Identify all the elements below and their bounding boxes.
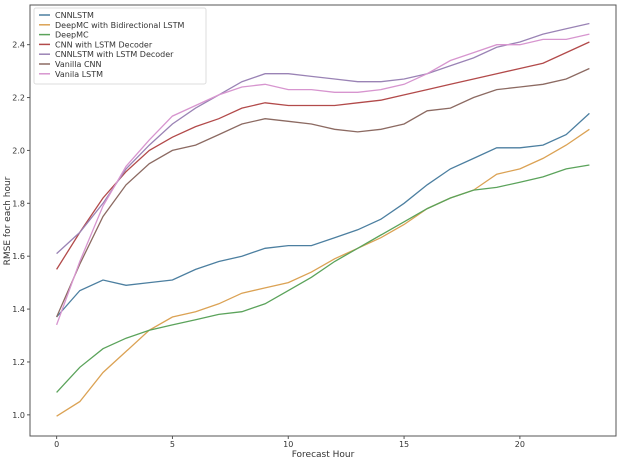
y-tick-label: 1.4 [12,305,25,314]
series-line-cnnlstm-with-lstm-decoder [56,22,590,255]
y-tick-label: 1.8 [12,199,25,208]
y-tick-label: 1.6 [12,252,25,261]
legend-label: Vanilla CNN [55,60,102,69]
series-line-cnnlstm [56,112,590,318]
series-line-vanila-lstm [55,33,590,326]
series-line-deepmc [56,164,590,393]
y-tick-label: 1.2 [12,358,25,367]
y-axis-label: RMSE for each hour [3,176,13,265]
y-tick-label: 2.2 [12,94,25,103]
legend-label: Vanila LSTM [55,70,103,79]
legend-label: DeepMC with Bidirectional LSTM [55,21,184,30]
legend-label: CNN with LSTM Decoder [55,40,153,49]
x-tick-label: 0 [54,440,59,449]
legend-box [33,7,207,85]
legend-label: CNNLSTM [55,11,94,20]
x-tick-label: 15 [399,440,409,449]
x-tick-label: 5 [170,440,175,449]
legend-label: DeepMC [55,31,89,40]
series-line-deepmc-with-bidirectional-lstm [56,128,590,417]
x-axis-label: Forecast Hour [292,450,355,460]
x-tick-label: 20 [515,440,525,449]
y-tick-label: 1.0 [12,411,25,420]
y-tick-label: 2.0 [12,146,25,155]
x-tick-label: 10 [283,440,293,449]
series-line-vanilla-cnn [56,67,590,318]
series-line-cnn-with-lstm-decoder [56,41,590,270]
legend-label: CNNLSTM with LSTM Decoder [55,50,174,59]
y-tick-label: 2.4 [12,41,25,50]
